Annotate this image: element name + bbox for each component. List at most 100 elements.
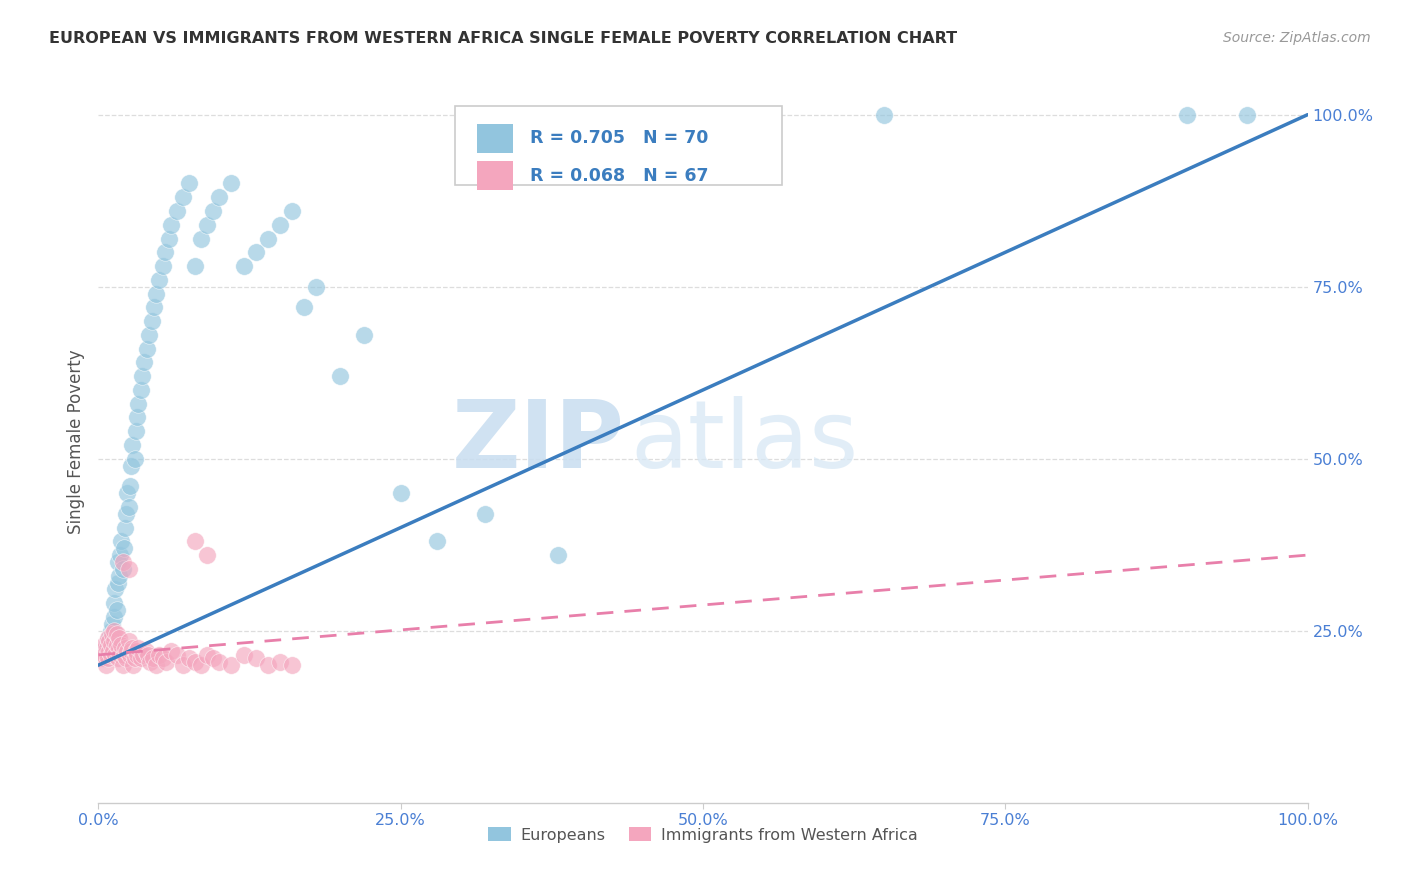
Point [269, 655, 291, 669]
Point [208, 190, 231, 204]
Point [232, 259, 254, 273]
Point [101, 638, 124, 652]
Text: Source: ZipAtlas.com: Source: ZipAtlas.com [1223, 31, 1371, 45]
Point [245, 245, 267, 260]
Point [208, 655, 231, 669]
Point [139, 655, 162, 669]
Point [281, 658, 304, 673]
Point [221, 658, 243, 673]
Point [256, 658, 278, 673]
Point [103, 634, 125, 648]
Point [127, 640, 149, 655]
Point [104, 582, 127, 597]
Point [1175, 108, 1198, 122]
Point [111, 658, 134, 673]
Point [127, 410, 149, 425]
Point [148, 273, 170, 287]
Point [118, 634, 141, 648]
Point [160, 218, 183, 232]
Point [256, 231, 278, 245]
Point [111, 555, 134, 569]
Point [172, 658, 194, 673]
Point [115, 507, 138, 521]
Point [117, 486, 139, 500]
Point [110, 534, 132, 549]
Point [172, 190, 194, 204]
Point [97, 640, 120, 655]
Point [108, 568, 131, 582]
Point [166, 648, 188, 662]
Point [124, 451, 146, 466]
Point [100, 616, 122, 631]
Point [103, 596, 125, 610]
Point [118, 562, 141, 576]
Point [136, 648, 159, 662]
Point [132, 648, 155, 662]
Point [184, 259, 207, 273]
Point [91, 651, 114, 665]
Point [166, 204, 188, 219]
Point [97, 648, 120, 662]
Point [292, 301, 315, 315]
Point [118, 648, 141, 662]
Point [112, 648, 135, 662]
Point [184, 655, 207, 669]
Point [426, 534, 449, 549]
Point [93, 638, 115, 652]
Point [305, 279, 328, 293]
Point [105, 603, 128, 617]
Point [195, 218, 218, 232]
Point [94, 651, 117, 665]
Point [129, 651, 152, 665]
Point [179, 651, 201, 665]
Point [93, 648, 115, 662]
Point [107, 575, 129, 590]
Point [153, 245, 176, 260]
Point [148, 648, 170, 662]
Text: R = 0.705   N = 70: R = 0.705 N = 70 [530, 129, 709, 147]
Legend: Europeans, Immigrants from Western Africa: Europeans, Immigrants from Western Afric… [482, 821, 924, 849]
Point [152, 651, 174, 665]
Point [105, 638, 128, 652]
Point [125, 644, 148, 658]
Text: R = 0.068   N = 67: R = 0.068 N = 67 [530, 167, 709, 185]
Point [108, 548, 131, 562]
Point [179, 177, 201, 191]
Text: EUROPEAN VS IMMIGRANTS FROM WESTERN AFRICA SINGLE FEMALE POVERTY CORRELATION CHA: EUROPEAN VS IMMIGRANTS FROM WESTERN AFRI… [49, 31, 957, 46]
Point [96, 638, 118, 652]
Point [108, 631, 131, 645]
Point [100, 627, 122, 641]
Point [103, 624, 125, 638]
Point [160, 644, 183, 658]
Point [190, 231, 212, 245]
Point [122, 658, 145, 673]
Point [96, 640, 118, 655]
Point [547, 548, 569, 562]
Bar [456, 105, 782, 185]
Point [112, 541, 135, 556]
Point [474, 507, 496, 521]
Point [190, 658, 212, 673]
Text: atlas: atlas [630, 395, 859, 488]
Point [100, 638, 122, 652]
Point [100, 624, 122, 638]
Point [103, 610, 125, 624]
Point [138, 327, 160, 342]
Point [131, 369, 153, 384]
Point [117, 644, 139, 658]
Point [121, 640, 143, 655]
Point [135, 644, 157, 658]
Point [232, 648, 254, 662]
Point [120, 458, 142, 473]
Point [93, 644, 115, 658]
Point [100, 648, 122, 662]
Point [129, 383, 152, 397]
Point [100, 644, 122, 658]
Point [98, 644, 121, 658]
Bar [477, 161, 513, 190]
Point [145, 658, 167, 673]
Point [108, 648, 131, 662]
Point [125, 424, 148, 438]
Point [353, 327, 375, 342]
Point [142, 651, 165, 665]
